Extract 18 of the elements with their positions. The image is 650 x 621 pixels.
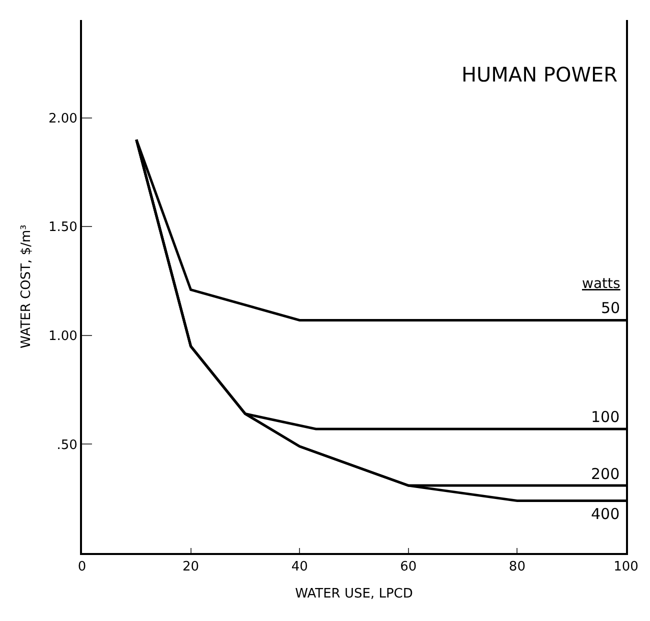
x-tick-label: 20	[182, 560, 200, 575]
text: HUMAN POWER	[461, 62, 618, 87]
x-tick-label: 0	[78, 560, 86, 575]
legend-title: watts	[582, 276, 620, 292]
x-axis-title: WATER USE, LPCD	[295, 586, 413, 602]
x-tick-label: 100	[614, 560, 638, 575]
series-label: 50	[601, 299, 620, 317]
x-tick-label: 60	[400, 560, 417, 575]
series-label: 100	[591, 408, 620, 426]
y-tick-label: 2.00	[48, 111, 78, 126]
y-tick-label: 1.00	[48, 329, 78, 344]
series-label: 400	[591, 505, 620, 523]
y-tick-label: .50	[56, 438, 78, 453]
series-label: 200	[591, 465, 620, 483]
y-axis-title: WATER COST, $/m³	[18, 224, 34, 348]
x-tick-label: 40	[291, 560, 308, 575]
x-tick-label: 80	[508, 560, 526, 575]
y-tick-label: 1.50	[48, 220, 78, 236]
